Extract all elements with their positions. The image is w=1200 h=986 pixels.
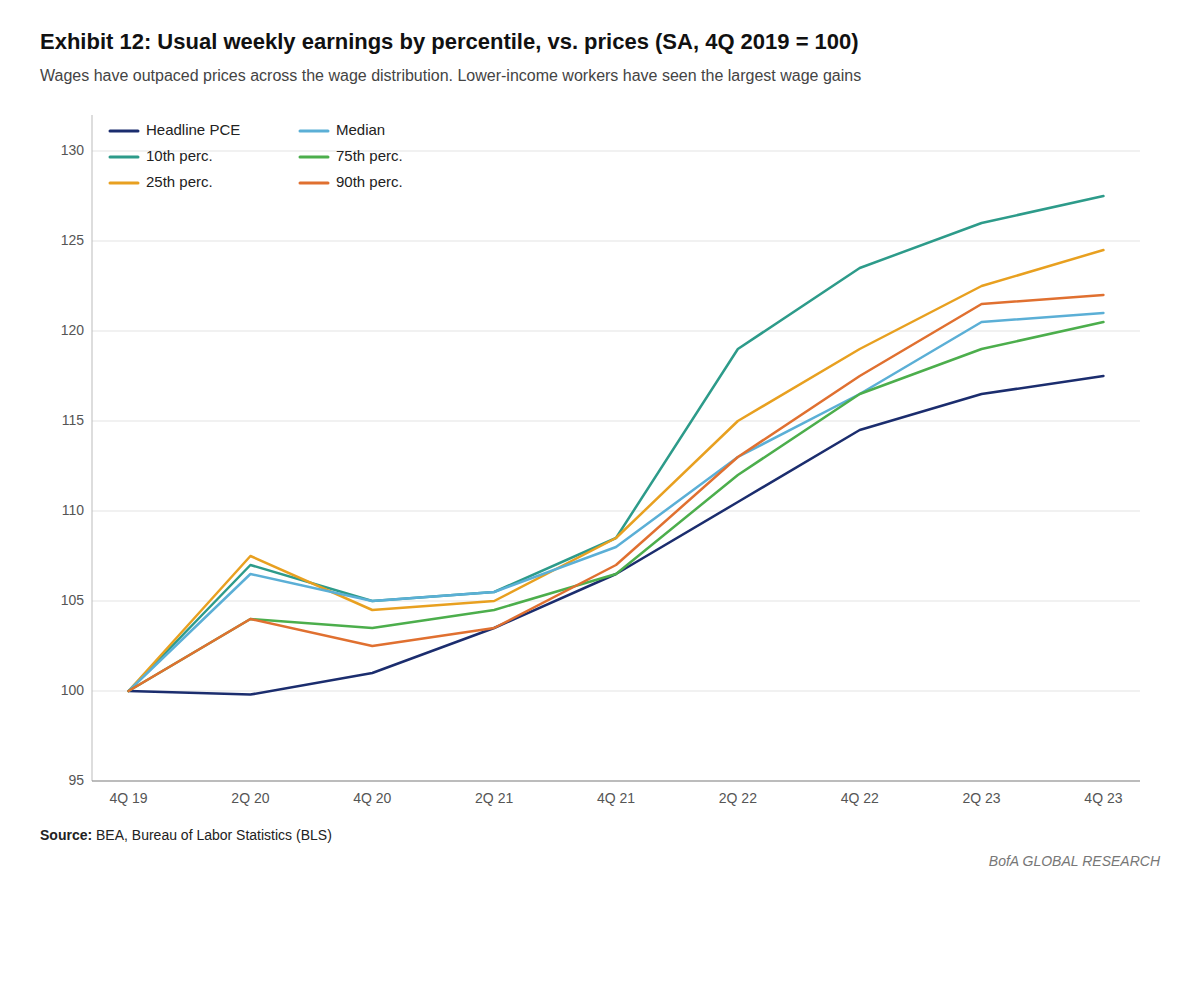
x-tick-label: 2Q 22	[719, 790, 757, 806]
lines	[129, 196, 1104, 695]
x-tick-label: 4Q 21	[597, 790, 635, 806]
grid-line	[92, 780, 1140, 781]
page: Exhibit 12: Usual weekly earnings by per…	[0, 0, 1200, 869]
branding: BofA GLOBAL RESEARCH	[40, 853, 1160, 869]
grid-line	[92, 150, 1140, 151]
legend-label: 90th perc.	[336, 173, 403, 190]
grid-line	[92, 420, 1140, 421]
legend-swatch	[110, 129, 138, 132]
x-tick-label: 2Q 23	[963, 790, 1001, 806]
legend-label: 10th perc.	[146, 147, 213, 164]
y-tick-label: 95	[68, 772, 84, 788]
y-axis-line	[92, 115, 93, 781]
y-tick-label: 100	[61, 682, 85, 698]
legend-swatch	[300, 181, 328, 184]
legend-label: 75th perc.	[336, 147, 403, 164]
y-tick-label: 115	[62, 412, 85, 428]
legend-label: 25th perc.	[146, 173, 213, 190]
subtitle: Wages have outpaced prices across the wa…	[40, 65, 1160, 87]
legend: Headline PCE 10th perc. 25th perc. Median 75…	[110, 121, 403, 190]
grid	[92, 151, 1140, 781]
x-tick-label: 4Q 22	[841, 790, 879, 806]
source-text: BEA, Bureau of Labor Statistics (BLS)	[96, 827, 332, 843]
series-line	[129, 250, 1104, 691]
series-line	[129, 196, 1104, 691]
grid-line	[92, 510, 1140, 511]
x-axis-line	[92, 780, 1140, 781]
x-tick-label: 4Q 23	[1084, 790, 1122, 806]
grid-line	[92, 690, 1140, 691]
series-line	[129, 313, 1104, 691]
series-line	[129, 295, 1104, 691]
grid-line	[92, 240, 1140, 241]
y-tick-label: 105	[61, 592, 85, 608]
source: Source: BEA, Bureau of Labor Statistics …	[40, 827, 1160, 843]
grid-line	[92, 330, 1140, 331]
series-line	[129, 376, 1104, 695]
legend-swatch	[110, 181, 138, 184]
series-line	[129, 322, 1104, 691]
x-tick-label: 2Q 20	[231, 790, 269, 806]
branding-text: BofA GLOBAL RESEARCH	[989, 853, 1160, 869]
legend-label: Median	[336, 121, 385, 138]
chart: 95 100 105 110 115 120 125 130 4Q 19 2Q 20 4Q 20 2Q…	[40, 101, 1160, 821]
title: Exhibit 12: Usual weekly earnings by per…	[40, 28, 1160, 57]
y-tick-label: 130	[61, 142, 85, 158]
legend-label: Headline PCE	[146, 121, 240, 138]
legend-swatch	[300, 129, 328, 132]
y-tick-label: 120	[61, 322, 85, 338]
legend-swatch	[300, 155, 328, 158]
y-tick-label: 110	[62, 502, 85, 518]
y-tick-label: 125	[61, 232, 85, 248]
x-tick-label: 2Q 21	[475, 790, 513, 806]
legend-swatch	[110, 155, 138, 158]
x-tick-label: 4Q 19	[109, 790, 147, 806]
grid-line	[92, 600, 1140, 601]
source-label: Source:	[40, 827, 92, 843]
x-tick-label: 4Q 20	[353, 790, 391, 806]
